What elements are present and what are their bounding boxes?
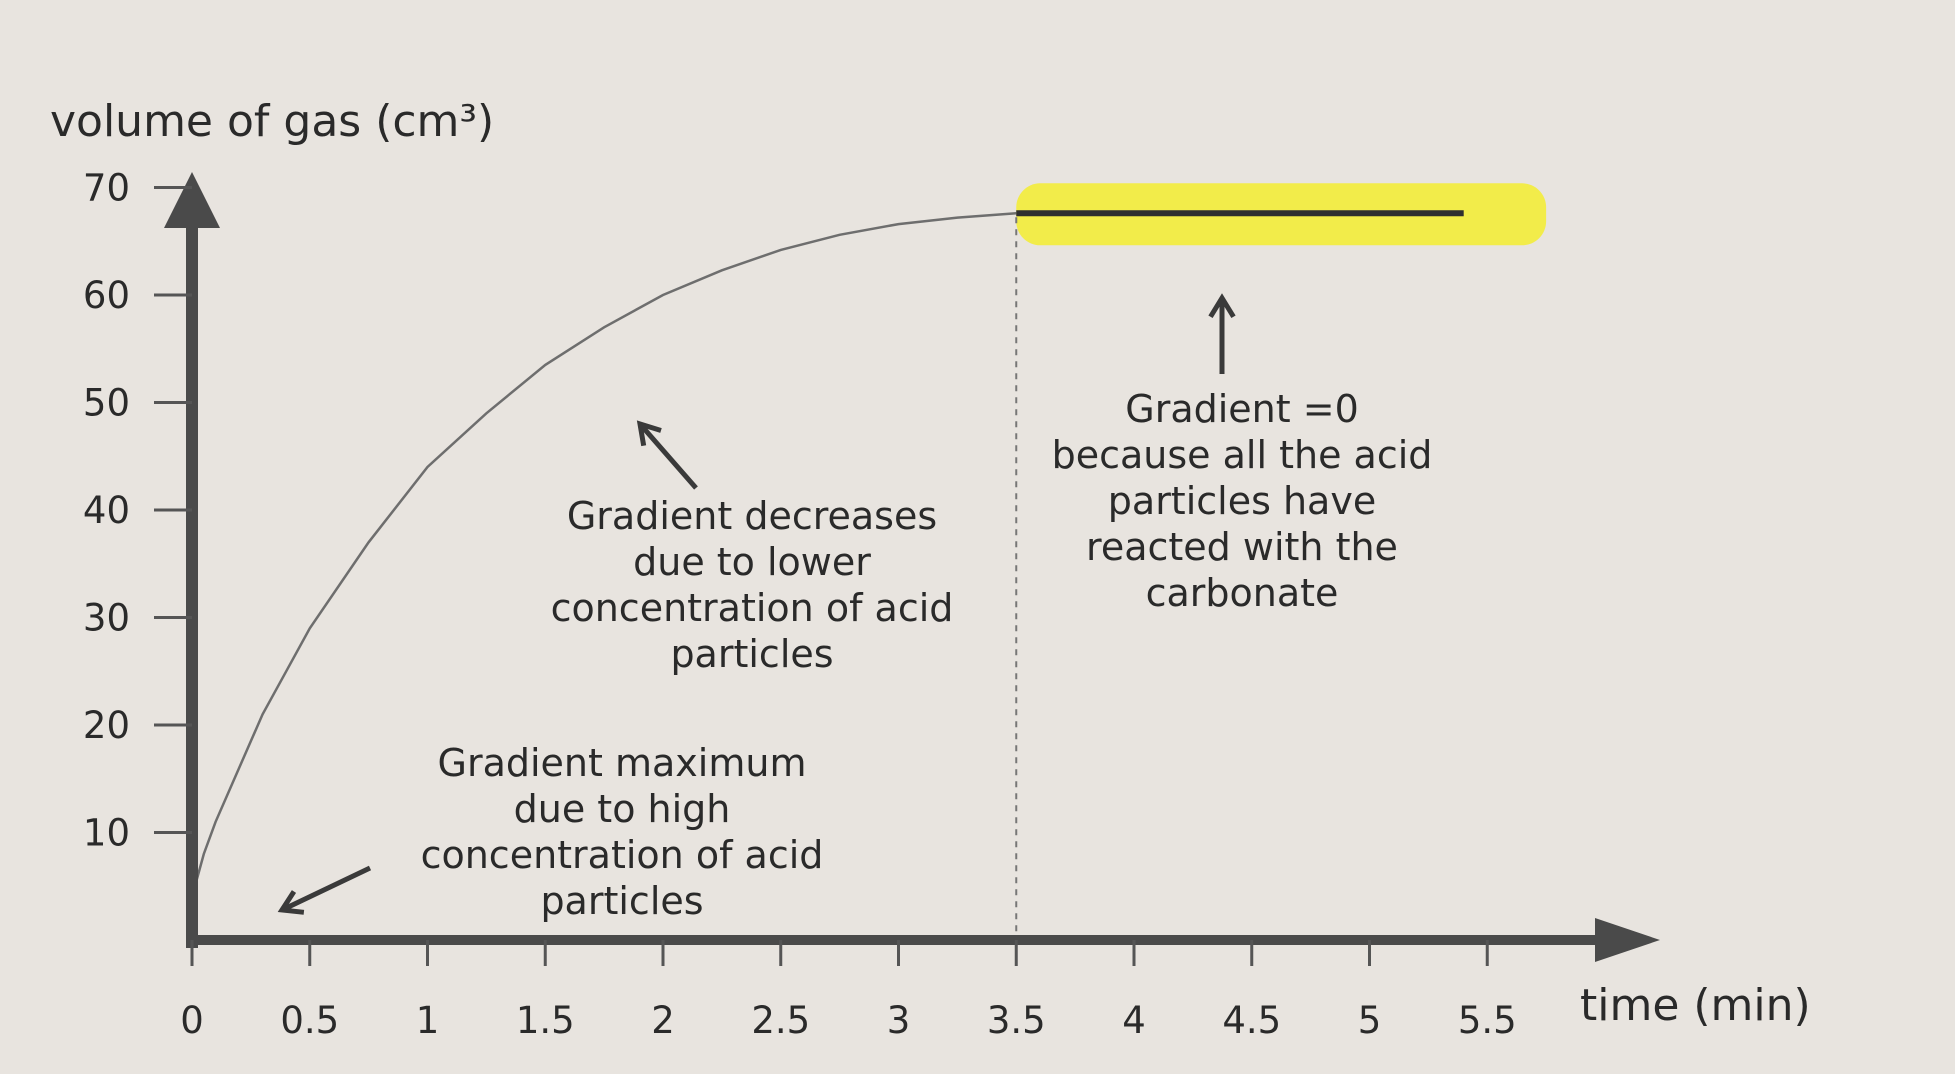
annotation-line: because all the acid [1052,433,1433,477]
annotation-line: carbonate [1146,571,1339,615]
y-tick-label: 30 [83,597,130,640]
annotation-line: due to lower [633,540,871,584]
annotation-2: Gradient decreases due to lower concentrat… [551,420,954,676]
x-tick-label: 1 [416,999,440,1042]
y-axis-label: volume of gas (cm³) [50,96,494,147]
x-tick-label: 2.5 [751,999,810,1042]
x-tick-label: 3 [887,999,911,1042]
annotation-3: Gradient =0 because all the acid particles… [1052,293,1433,615]
x-tick-label: 0 [180,999,204,1042]
annotation-line: Gradient maximum [438,741,807,785]
annotation-text: Gradient decreases due to lower concentrat… [551,494,954,676]
annotation-line: due to high [514,787,731,831]
y-tick-label: 40 [83,489,130,532]
x-tick-label: 5 [1358,999,1382,1042]
annotation-arrow-head [277,890,305,915]
y-tick-label: 70 [83,167,130,210]
y-axis-arrow [164,172,220,228]
annotation-line: reacted with the [1086,525,1398,569]
annotation-line: particles [540,879,703,923]
x-axis-label: time (min) [1580,980,1811,1031]
annotation-line: concentration of acid [421,833,824,877]
x-tick-label: 1.5 [516,999,575,1042]
annotation-1: Gradient maximum due to high concentration… [277,741,824,923]
series-curve [190,212,1017,898]
annotation-arrow-shaft [638,422,698,490]
annotation-line: Gradient =0 [1125,387,1359,431]
annotation-arrow-head [636,420,662,447]
y-tick-label: 10 [83,812,130,855]
annotation-line: Gradient decreases [567,494,937,538]
annotation-line: concentration of acid [551,586,954,630]
annotation-line: particles have [1108,479,1376,523]
x-axis-arrow [1595,918,1660,962]
y-tick-label: 20 [83,704,130,747]
x-tick-label: 4.5 [1222,999,1281,1042]
x-tick-label: 3.5 [987,999,1046,1042]
x-tick-label: 2 [651,999,675,1042]
annotation-text: Gradient =0 because all the acid particles… [1052,387,1433,615]
x-tick-label: 5.5 [1458,999,1517,1042]
annotation-arrow-head [1208,293,1236,319]
annotation-text: Gradient maximum due to high concentration… [421,741,824,923]
annotation-line: particles [670,632,833,676]
y-tick-label: 50 [83,382,130,425]
annotation-arrow-shaft [280,865,372,913]
x-tick-label: 0.5 [280,999,339,1042]
x-tick-label: 4 [1122,999,1146,1042]
y-tick-label: 60 [83,274,130,317]
